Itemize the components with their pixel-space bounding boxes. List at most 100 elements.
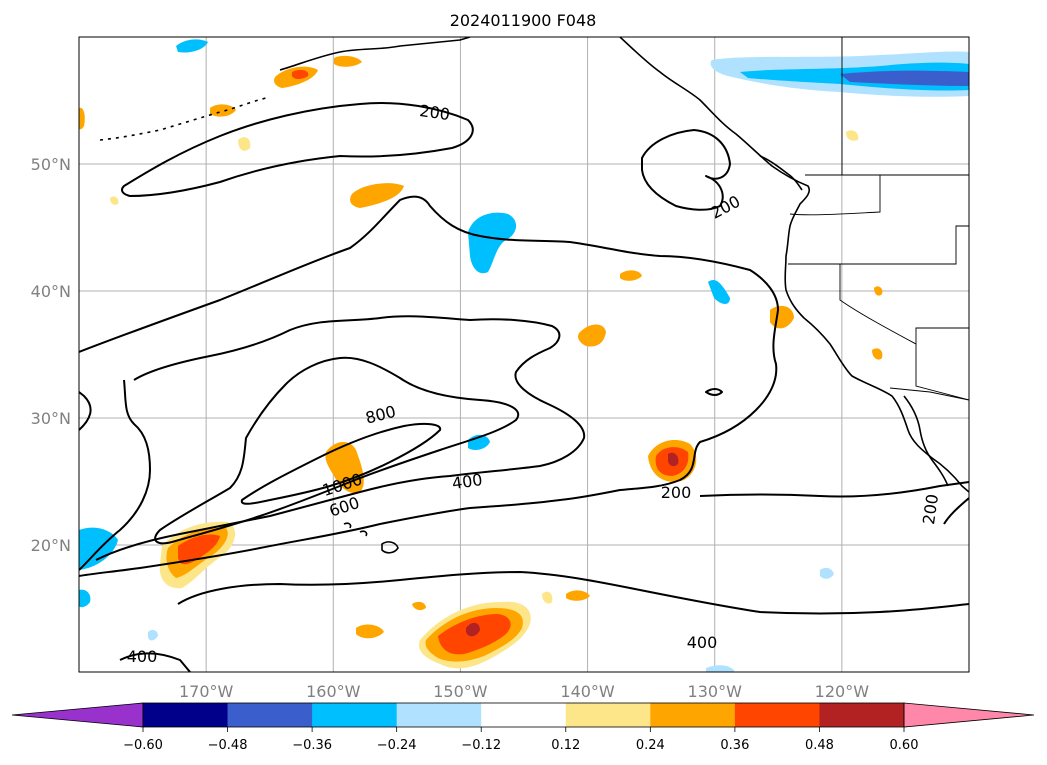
contour-600 (154, 356, 519, 545)
alaska-coast (279, 37, 471, 71)
positive-patch-north-2-core (292, 69, 309, 79)
negative-patch-small6 (706, 665, 734, 672)
contour-200-south (699, 481, 969, 498)
positive-patch-mid-1 (578, 324, 606, 347)
colorbar-segment (734, 703, 820, 727)
colorbar-segment (396, 703, 482, 727)
contour-label-400-south: 400 (687, 633, 718, 652)
colorbar-outline (142, 702, 905, 728)
lon-tick-label: 170°W (179, 682, 234, 701)
north-america-coast (619, 37, 969, 493)
positive-patch-north-3 (210, 104, 236, 117)
negative-patch-small5 (148, 629, 158, 641)
contour-label-group: 200 200 800 1000 600 400 200 200 400 400 (127, 101, 942, 666)
hawaii-islands-2 (359, 530, 368, 537)
negative-patch-small3 (820, 567, 834, 579)
contour-400 (79, 315, 586, 571)
colorbar-tick-label: −0.12 (461, 738, 501, 753)
positive-patch-mid-3 (620, 270, 642, 281)
colorbar-tick-label: 0.60 (890, 738, 919, 753)
colorbar-segment (819, 703, 905, 727)
colorbar-tick-label: 0.12 (551, 738, 580, 753)
lat-tick-label: 30°N (31, 409, 71, 428)
contour-label-400-center: 400 (451, 470, 484, 493)
negative-patch-north (176, 39, 208, 53)
colorbar-segment (227, 703, 313, 727)
contour-label-400-southwest: 400 (127, 647, 158, 666)
contour-lines (79, 101, 969, 672)
colorbar-segment (650, 703, 736, 727)
colorbar-tick-label: −0.36 (292, 738, 332, 753)
state-border-or-ca (788, 225, 969, 265)
colorbar-tick-label: −0.24 (377, 738, 417, 753)
colorbar-tick-label: 0.24 (636, 738, 665, 753)
contour-200-east (641, 129, 731, 211)
positive-patch-small-d (110, 196, 119, 205)
contour-label-200-coast: 200 (919, 493, 942, 526)
lat-tick-label: 40°N (31, 282, 71, 301)
hawaii-islands (381, 541, 399, 554)
colorbar-segment (143, 703, 229, 727)
colorbar-segment (481, 703, 567, 727)
positive-patch-south-1 (356, 624, 384, 639)
lon-tick-label: 140°W (560, 682, 615, 701)
positive-patch-small-f (79, 107, 85, 130)
map-content: 200 200 800 1000 600 400 200 200 400 400 (79, 37, 969, 672)
positive-patch-small-c (874, 286, 883, 296)
lat-tick-label: 50°N (31, 155, 71, 174)
lon-tick-label: 160°W (306, 682, 361, 701)
positive-patch-small-g (846, 130, 859, 141)
contour-200-north (121, 101, 474, 197)
colorbar-tick-label: 0.36 (720, 738, 749, 753)
negative-patch-small1 (708, 279, 730, 304)
lon-tick-label: 150°W (433, 682, 488, 701)
map-frame (78, 36, 970, 673)
lat-tick-label: 20°N (31, 536, 71, 555)
colorbar: −0.60 −0.48 −0.36 −0.24 −0.12 0.12 0.24 0.36 0.4… (11, 702, 1035, 753)
colorbar-segment (565, 703, 651, 727)
contour-200-coast (943, 497, 969, 525)
positive-patch-small-a (542, 591, 553, 604)
negative-patch-canada-deep (840, 70, 969, 86)
baja-california (903, 395, 949, 487)
negative-patch-small4 (79, 589, 91, 608)
colorbar-extend-low (11, 702, 144, 728)
colorbar-tick-label: −0.48 (208, 738, 248, 753)
contour-label-200-south: 200 (661, 483, 692, 502)
longitude-labels: 170°W 160°W 150°W 140°W 130°W 120°W (179, 682, 869, 701)
state-border-wa-or (789, 175, 881, 216)
colorbar-extend-high (903, 702, 1035, 728)
map-title: 2024011900 F048 (450, 11, 597, 30)
positive-patch-north-1 (350, 183, 404, 208)
positive-patch-small-e (238, 137, 251, 151)
positive-patch-hawaii-north-core (178, 534, 220, 565)
negative-patch-midpacific (468, 212, 517, 274)
positive-patch-south-center-deep (466, 622, 480, 637)
positive-patch-small-b (872, 348, 883, 360)
mexico-border (889, 387, 969, 401)
vancouver-island (759, 155, 803, 191)
colorbar-tick-label: −0.60 (123, 738, 163, 753)
contour-800 (240, 422, 442, 505)
political-borders (788, 37, 969, 401)
colorbar-segment (312, 703, 398, 727)
lon-tick-label: 130°W (688, 682, 743, 701)
state-border-ca-nv (839, 264, 969, 345)
map-background (79, 37, 969, 672)
hawaii-islands-3 (343, 522, 352, 529)
positive-patch-north-4 (334, 55, 362, 67)
lon-tick-label: 120°W (815, 682, 870, 701)
contour-label-200-north: 200 (418, 101, 451, 124)
colorbar-tick-label: 0.48 (805, 738, 834, 753)
contour-400-southwest (119, 652, 191, 672)
state-border-ca-az (915, 344, 969, 401)
contour-800-loop (705, 388, 723, 396)
latitude-labels: 50°N 40°N 30°N 20°N (31, 155, 71, 555)
positive-patch-small-h (412, 601, 426, 611)
coastlines (99, 37, 969, 554)
positive-patch-south-2 (566, 590, 590, 601)
positive-patch-east-deep (668, 452, 679, 467)
contour-400-south (177, 571, 969, 615)
contour-200-main (79, 195, 779, 577)
